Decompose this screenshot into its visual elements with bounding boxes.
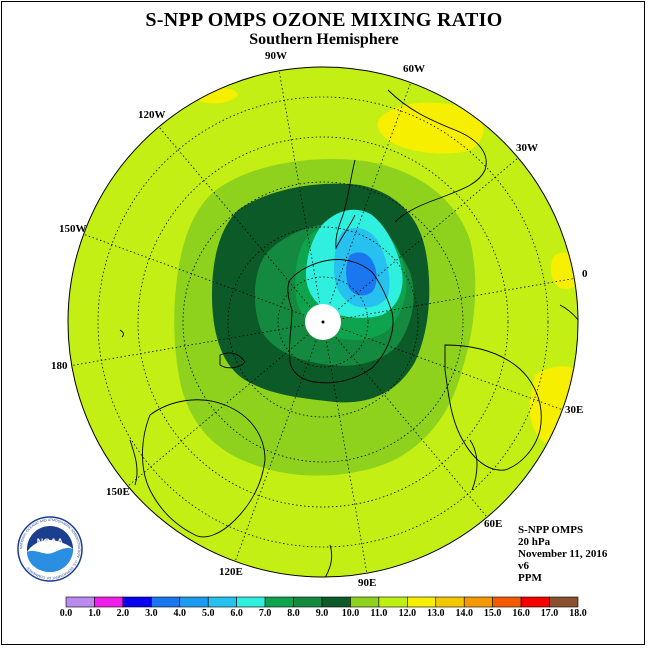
colorbar-tick-label: 4.0 bbox=[173, 608, 187, 619]
lon-label-150w: 150W bbox=[59, 223, 87, 235]
colorbar-tick-label: 8.0 bbox=[287, 608, 300, 619]
info-instrument: S-NPP OMPS bbox=[518, 524, 584, 536]
colorbar-tick-label: 10.0 bbox=[341, 608, 360, 619]
info-units: PPM bbox=[518, 572, 542, 584]
info-date: November 11, 2016 bbox=[518, 548, 608, 560]
colorbar-tick-label: 2.0 bbox=[116, 608, 130, 619]
colorbar-tick-label: 18.0 bbox=[569, 608, 587, 619]
lon-label-120w: 120W bbox=[138, 109, 166, 121]
lon-label-0: 0 bbox=[582, 268, 588, 280]
ozone-patch-13ppm-north bbox=[377, 102, 484, 154]
colorbar-tick-label: 3.0 bbox=[145, 608, 158, 619]
ozone-region-5ppm bbox=[346, 252, 377, 296]
info-version: v6 bbox=[518, 560, 529, 572]
colorbar-tick-label: 12.0 bbox=[398, 608, 417, 619]
colorbar-tick-label: 16.0 bbox=[512, 608, 530, 619]
lon-label-150e: 150E bbox=[106, 486, 130, 498]
colorbar-tick-label: 17.0 bbox=[540, 608, 559, 619]
lon-label-30w: 30W bbox=[516, 142, 538, 154]
colorbar-tick-label: 14.0 bbox=[455, 608, 473, 619]
colorbar-tick-label: 9.0 bbox=[315, 608, 329, 619]
colorbar-tick-label: 0.0 bbox=[59, 608, 73, 619]
colorbar-tick-label: 11.0 bbox=[370, 608, 388, 619]
lon-label-60w: 60W bbox=[403, 63, 425, 75]
south-pole-marker bbox=[321, 320, 325, 324]
lon-label-60e: 60E bbox=[484, 518, 503, 530]
colorbar-tick-label: 6.0 bbox=[230, 608, 243, 619]
lon-label-90e: 90E bbox=[358, 577, 377, 589]
colorbar-tick-label: 13.0 bbox=[427, 608, 445, 619]
ozone-patch-13ppm-east bbox=[550, 252, 578, 289]
map-title: S-NPP OMPS OZONE MIXING RATIO bbox=[145, 9, 503, 31]
lon-label-120e: 120E bbox=[219, 566, 243, 578]
map-boundary bbox=[67, 66, 579, 578]
map-subtitle: Southern Hemisphere bbox=[249, 31, 399, 48]
lon-label-90w: 90W bbox=[265, 50, 287, 62]
colorbar-tick-label: 15.0 bbox=[483, 608, 502, 619]
colorbar-tick-label: 5.0 bbox=[201, 608, 215, 619]
colorbar-tick-label: 7.0 bbox=[258, 608, 272, 619]
lon-label-180: 180 bbox=[51, 360, 68, 372]
graticule bbox=[68, 69, 578, 575]
info-pressure-level: 20 hPa bbox=[518, 536, 551, 548]
colorbar-tick-label: 1.0 bbox=[88, 608, 101, 619]
lon-label-30e: 30E bbox=[565, 404, 584, 416]
